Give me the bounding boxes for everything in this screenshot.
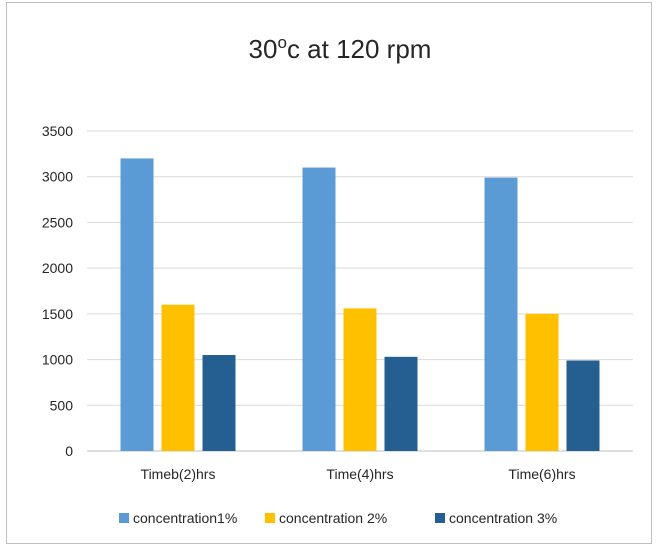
y-tick-label: 0 xyxy=(65,443,73,459)
bar-2-1 xyxy=(161,304,195,451)
legend-label: concentration 3% xyxy=(449,510,557,526)
bar-2-3 xyxy=(525,313,559,451)
bar-3-3 xyxy=(566,360,600,451)
y-tick-label: 2000 xyxy=(42,260,73,276)
bar-3-2 xyxy=(384,356,418,451)
legend-label: concentration 2% xyxy=(279,510,387,526)
y-axis-tick-labels: 0 500 1000 1500 2000 2500 3000 3500 xyxy=(42,123,73,459)
y-tick-label: 1000 xyxy=(42,352,73,368)
legend: concentration1% concentration 2% concentra… xyxy=(119,510,557,526)
x-axis-category-labels: Timeb(2)hrs Time(4)hrs Time(6)hrs xyxy=(141,466,576,482)
chart-title-rest: c at 120 rpm xyxy=(287,34,432,64)
chart-title-base: 30 xyxy=(249,34,278,64)
chart-title: 30oc at 120 rpm xyxy=(249,33,432,64)
y-tick-label: 2500 xyxy=(42,214,73,230)
bar-1-1 xyxy=(120,158,154,451)
legend-swatch xyxy=(119,513,129,523)
bars xyxy=(120,158,600,452)
y-tick-label: 1500 xyxy=(42,306,73,322)
bar-chart: 30oc at 120 rpm 0 500 1000 1500 2000 2500 3000… xyxy=(42,33,633,526)
bar-3-1 xyxy=(202,355,236,451)
bar-2-2 xyxy=(343,308,377,451)
legend-swatch xyxy=(435,513,445,523)
category-label: Timeb(2)hrs xyxy=(141,466,216,482)
legend-swatch xyxy=(265,513,275,523)
legend-label: concentration1% xyxy=(133,510,237,526)
chart-title-sup: o xyxy=(277,33,286,52)
bar-1-2 xyxy=(302,167,336,452)
chart-frame: 30oc at 120 rpm 0 500 1000 1500 2000 2500 3000… xyxy=(6,2,652,544)
category-label: Time(4)hrs xyxy=(326,466,393,482)
category-label: Time(6)hrs xyxy=(508,466,575,482)
y-tick-label: 500 xyxy=(50,397,74,413)
y-tick-label: 3500 xyxy=(42,123,73,139)
bar-1-3 xyxy=(484,177,518,451)
y-tick-label: 3000 xyxy=(42,169,73,185)
